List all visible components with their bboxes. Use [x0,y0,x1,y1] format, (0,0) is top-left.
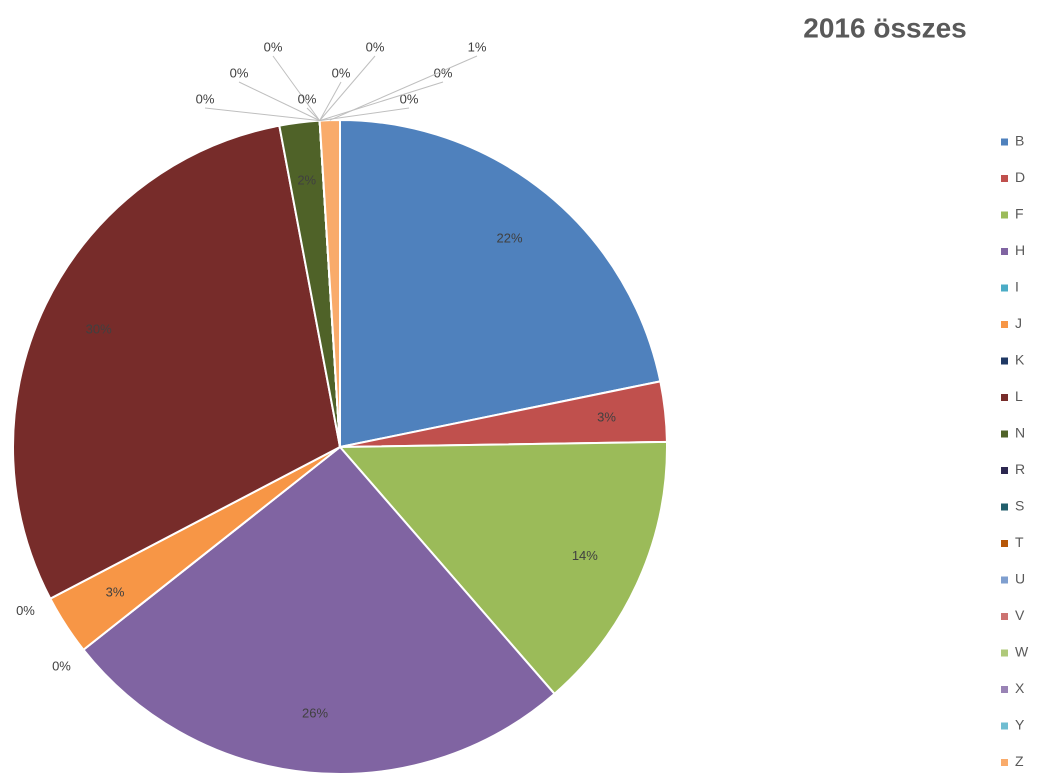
legend-label: V [1015,607,1025,623]
legend-label: F [1015,206,1024,222]
legend-label: Y [1015,717,1025,733]
data-label: 0% [434,65,453,80]
leader-line [319,81,444,122]
data-label: 3% [597,409,616,424]
data-label: 3% [106,584,125,599]
legend-swatch [1001,576,1008,584]
data-label: 0% [16,603,35,618]
legend-label: S [1015,498,1024,514]
pie-slice [337,440,668,696]
data-label: 22% [496,231,522,246]
legend-swatch [1001,357,1008,365]
legend-label: L [1015,388,1023,404]
data-label: 14% [572,548,598,563]
pie-slice [12,124,342,600]
data-label: 0% [332,65,351,80]
legend-label: X [1015,680,1025,696]
legend-swatch [1001,686,1008,693]
legend-label: J [1015,315,1022,331]
pie-slice [82,445,556,775]
legend-swatch [1001,722,1008,730]
legend-swatch [1001,430,1008,438]
legend-label: W [1015,644,1029,660]
data-label: 26% [302,705,328,720]
legend-label: I [1015,279,1019,295]
leader-line [319,81,342,121]
legend-label: K [1015,352,1025,368]
data-label: 1% [468,39,487,54]
data-label: 0% [264,39,283,54]
legend-swatch [1001,321,1008,328]
legend-swatch [1001,175,1008,182]
legend-label: T [1015,534,1024,550]
legend-swatch [1001,649,1008,657]
legend-label: D [1015,169,1025,185]
data-label: 2% [297,172,316,187]
leader-line [272,55,321,121]
legend-label: U [1015,571,1025,587]
leader-line [204,107,320,122]
legend-swatch [1001,211,1008,219]
legend-swatch [1001,138,1008,146]
pie-slice [339,118,662,449]
legend-swatch [1001,248,1008,255]
leader-line [329,55,478,121]
data-label: 0% [400,91,419,106]
data-label: 0% [230,65,249,80]
data-label: 0% [366,39,385,54]
legend-label: B [1015,133,1024,149]
legend-swatch [1001,394,1008,401]
data-label: 30% [86,322,112,337]
legend-swatch [1001,540,1008,547]
legend-swatch [1001,467,1008,474]
leader-line [238,81,320,122]
legend-swatch [1001,613,1008,620]
legend-swatch [1001,284,1008,292]
data-label: 0% [52,659,71,674]
legend-swatch [1001,759,1008,766]
legend-swatch [1001,503,1008,511]
legend-label: H [1015,242,1025,258]
chart-title: 2016 összes [803,12,966,43]
data-label: 0% [298,91,317,106]
legend-label: Z [1015,753,1024,769]
legend-label: N [1015,425,1025,441]
legend-label: R [1015,461,1025,477]
data-label: 0% [196,91,215,106]
leader-line [306,107,321,121]
leader-line [319,55,376,121]
